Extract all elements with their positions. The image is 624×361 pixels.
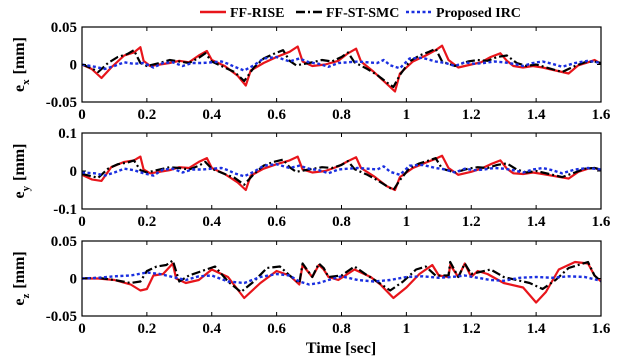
y-axis-label: ey [mm] <box>11 144 32 199</box>
legend-item: FF-RISE <box>200 6 284 21</box>
x-tick-label: 0.8 <box>332 107 351 123</box>
y-label-unit: [mm] <box>11 37 28 74</box>
subplot-y: 0 0.2 0.4 0.6 0.8 1 1.2 1.4 1.6-0.100.1ey[mm] <box>11 126 611 230</box>
y-tick-label: -0.05 <box>46 95 77 111</box>
series-line <box>82 162 601 178</box>
x-tick-label: 1.4 <box>527 107 546 123</box>
x-tick-label: 1.6 <box>592 321 611 337</box>
x-tick-label: 0.8 <box>332 214 351 230</box>
legend-item: Proposed IRC <box>406 6 521 21</box>
series-line <box>82 271 601 286</box>
x-tick-label: 0 <box>78 214 86 230</box>
y-label-symbol: e <box>11 191 28 198</box>
legend-label: FF-ST-SMC <box>326 6 399 21</box>
y-tick-label: 0 <box>70 272 78 288</box>
x-tick-label: 1 <box>403 214 411 230</box>
y-label-subscript: x <box>20 79 32 85</box>
x-tick-label: 0.2 <box>138 321 157 337</box>
legend: FF-RISE FF-ST-SMC Proposed IRC <box>200 6 521 21</box>
series-line <box>82 259 601 294</box>
y-label-subscript: y <box>20 185 32 191</box>
x-tick-label: 1 <box>403 321 411 337</box>
y-tick-label: -0.05 <box>46 309 77 325</box>
series-group <box>82 154 601 192</box>
series-line <box>82 55 601 72</box>
y-tick-label: 0.05 <box>51 234 77 250</box>
y-axis-label: ez [mm] <box>11 251 32 305</box>
series-line <box>82 44 601 93</box>
x-tick-label: 1.6 <box>592 214 611 230</box>
x-tick-label: 0 <box>78 321 86 337</box>
x-tick-label: 1.2 <box>462 107 481 123</box>
y-label-unit: [mm] <box>11 251 28 288</box>
y-tick-label: -0.1 <box>53 202 77 218</box>
y-label-symbol: e <box>11 85 28 92</box>
y-axis-label: ex [mm] <box>11 37 32 92</box>
x-axis-label: Time [sec] <box>306 340 376 357</box>
x-tick-label: 0.4 <box>202 321 221 337</box>
series-group <box>82 44 601 93</box>
x-tick-label: 1.2 <box>462 214 481 230</box>
y-tick-label: 0 <box>70 58 78 74</box>
x-tick-label: 1 <box>403 107 411 123</box>
y-label-symbol: e <box>11 299 28 306</box>
x-tick-label: 0.6 <box>267 107 286 123</box>
x-tick-label: 0.4 <box>202 214 221 230</box>
y-tick-label: 0 <box>70 164 78 180</box>
y-tick-label: 0.05 <box>51 20 77 36</box>
x-tick-label: 0.4 <box>202 107 221 123</box>
y-label-subscript: z <box>20 294 32 299</box>
x-tick-label: 0.8 <box>332 321 351 337</box>
legend-item: FF-ST-SMC <box>296 6 399 21</box>
series-group <box>82 259 601 304</box>
legend-label: FF-RISE <box>230 6 284 21</box>
legend-label: Proposed IRC <box>436 6 521 21</box>
x-tick-label: 0.2 <box>138 214 157 230</box>
y-label-unit: [mm] <box>11 144 28 181</box>
x-tick-label: 1.4 <box>527 321 546 337</box>
x-tick-label: 1.6 <box>592 107 611 123</box>
series-line <box>82 47 601 89</box>
x-tick-label: 1.2 <box>462 321 481 337</box>
series-line <box>82 260 601 304</box>
x-tick-label: 0.6 <box>267 214 286 230</box>
subplots: 0 0.2 0.4 0.6 0.8 1 1.2 1.4 1.6-0.0500.05ex[mm]0… <box>11 20 611 337</box>
y-tick-label: 0.1 <box>58 126 77 142</box>
series-line <box>82 157 601 192</box>
x-tick-label: 0.2 <box>138 107 157 123</box>
x-tick-label: 0 <box>78 107 86 123</box>
x-tick-label: 1.4 <box>527 214 546 230</box>
x-tick-label: 0.6 <box>267 321 286 337</box>
